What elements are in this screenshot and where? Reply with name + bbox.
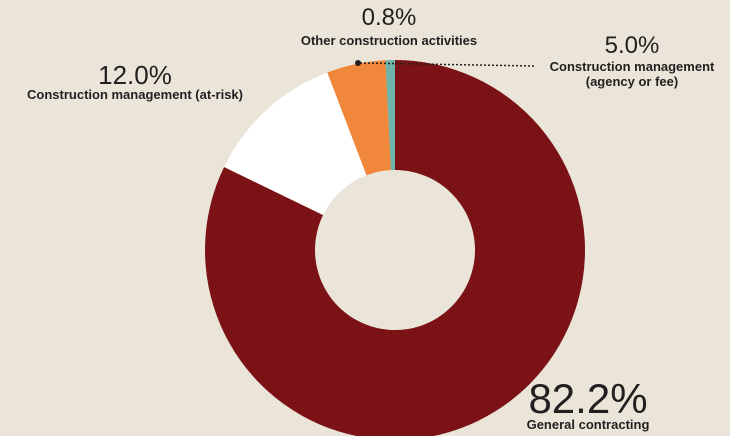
leader-dot — [355, 60, 361, 66]
donut-slice — [224, 72, 367, 216]
donut-slice — [385, 60, 395, 171]
category-label: General contracting — [526, 417, 650, 432]
category-label: Construction management (agency or fee) — [549, 59, 715, 89]
value-label: 12.0% — [98, 60, 172, 90]
leader-line — [359, 62, 536, 67]
value-label: 5.0% — [604, 32, 660, 59]
value-label: 0.8% — [361, 4, 417, 31]
category-label: Other construction activities — [300, 33, 478, 48]
category-label: Construction management (at-risk) — [27, 87, 243, 102]
donut-slice — [205, 60, 585, 436]
value-label: 82.2% — [528, 375, 648, 422]
donut-slice — [327, 60, 391, 176]
